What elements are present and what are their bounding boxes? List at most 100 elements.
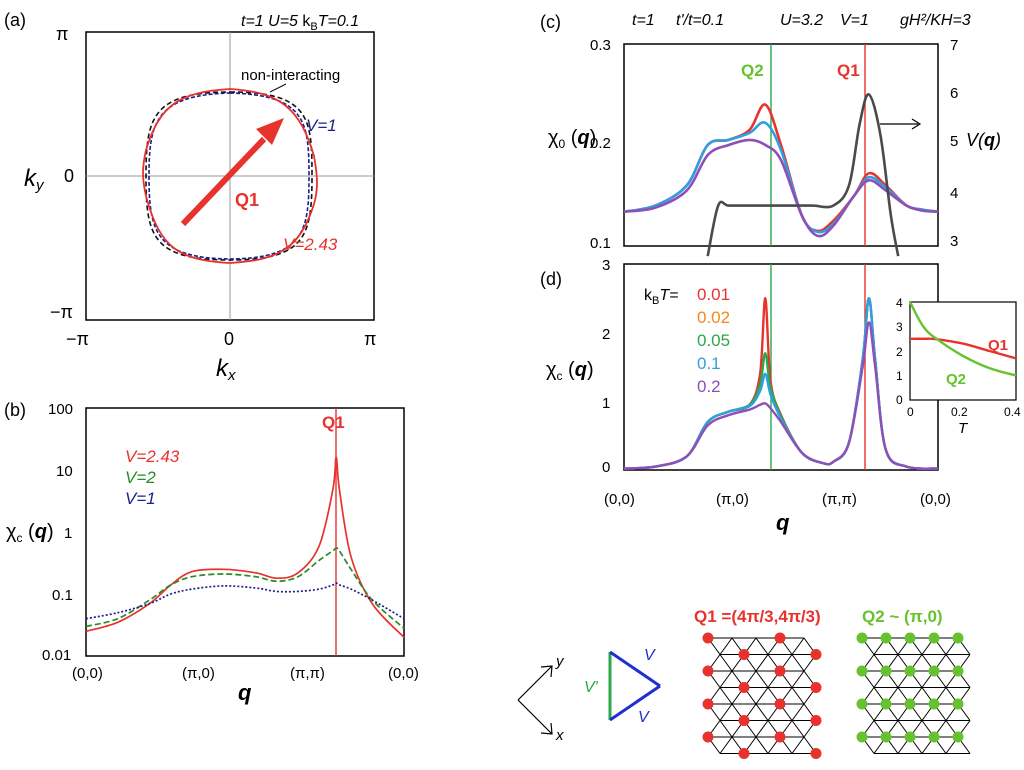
b-legend-2: V=1	[125, 489, 156, 508]
d-xtick-1: (π,0)	[716, 491, 749, 508]
a-xtick-left: −π	[66, 329, 89, 349]
q2-site	[856, 698, 868, 710]
d-legend-3: 0.1	[697, 354, 721, 373]
q2-site	[952, 731, 964, 743]
q1-site	[774, 698, 786, 710]
b-xtick-0: (0,0)	[72, 665, 103, 682]
q1-site	[702, 731, 714, 743]
c-q2-label: Q2	[741, 61, 764, 80]
q2-site	[952, 665, 964, 677]
c-ylabel-left: χ0 (q)	[548, 127, 596, 151]
c-q1-label: Q1	[837, 61, 860, 80]
panel-e: y x V V' V Q1 =(4π/3,4π/3) Q2 ~ (π,0)	[517, 607, 971, 759]
e-bond-v-bottom	[609, 684, 661, 722]
q1-site	[810, 715, 822, 726]
c-rtick-0: 7	[950, 37, 958, 54]
q1-site	[810, 649, 822, 660]
b-ytick-1: 1	[64, 525, 72, 542]
d-inset-xtick-2: 0.4	[1004, 405, 1021, 419]
d-curves	[623, 297, 939, 470]
panel-c-frame	[623, 43, 939, 247]
panel-a-label: (a)	[4, 10, 26, 30]
q2-site	[856, 632, 868, 644]
b-legend-0: V=2.43	[125, 447, 180, 466]
d-legend-4: 0.2	[697, 377, 721, 396]
d-xlabel: q	[776, 510, 790, 535]
c-param-4: gH²/KH=3	[900, 12, 971, 29]
c-rtick-2: 5	[950, 133, 958, 150]
a-curve-v243	[142, 88, 318, 264]
c-rtick-3: 4	[950, 185, 958, 202]
d-inset-ytick-1: 1	[896, 369, 903, 383]
b-series-0	[85, 456, 405, 638]
q1-site	[738, 715, 750, 726]
d-ytick-0: 0	[602, 459, 610, 476]
b-xtick-1: (π,0)	[182, 665, 215, 682]
c-rtick-4: 3	[950, 233, 958, 250]
q1-site	[774, 632, 786, 644]
q1-site	[738, 649, 750, 660]
q2-site	[880, 698, 892, 710]
d-legend-0: 0.01	[697, 285, 730, 304]
b-ytick-100: 100	[48, 401, 73, 418]
a-q1-vector	[180, 136, 267, 227]
e-bond-v-top	[609, 650, 661, 688]
q1-site	[702, 632, 714, 644]
panel-d-label: (d)	[540, 269, 562, 289]
c-rtick-1: 6	[950, 85, 958, 102]
d-series-2	[623, 297, 939, 470]
q2-site	[904, 698, 916, 710]
a-q1-label: Q1	[235, 190, 259, 210]
panel-b: (b) 100 10 1 0.1 0.01 (0,0) (π,0) (π,π) …	[4, 400, 419, 705]
c-ylabel-right: V(q)	[966, 130, 1001, 150]
c-curves	[623, 93, 939, 257]
c-param-0: t=1	[632, 12, 655, 29]
c-ytick-1: 0.2	[590, 135, 611, 152]
d-inset-xlabel: T	[958, 420, 969, 437]
b-xtick-2: (π,π)	[290, 665, 325, 682]
q1-site	[702, 665, 714, 677]
q2-site	[928, 632, 940, 644]
d-ytick-2: 2	[602, 326, 610, 343]
panel-c: (c) t=1 t'/t=0.1 U=3.2 V=1 gH²/KH=3 0.3 …	[540, 12, 1001, 257]
inset-series-0	[909, 337, 1017, 360]
e-label-v-bottom: V	[638, 709, 650, 726]
c-param-3: V=1	[840, 12, 869, 29]
q1-site	[810, 682, 822, 693]
c-vq-curve	[706, 93, 900, 257]
e-axis-y-label: y	[555, 653, 565, 670]
q2-site	[904, 665, 916, 677]
b-ytick-10: 10	[56, 463, 73, 480]
q2-site	[904, 731, 916, 743]
q2-site	[928, 698, 940, 710]
b-legend-1: V=2	[125, 468, 156, 487]
b-ylabel: χc (q)	[6, 521, 54, 545]
d-inset-ytick-0: 0	[896, 393, 903, 407]
d-inset-xtick-0: 0	[907, 405, 914, 419]
d-xtick-0: (0,0)	[604, 491, 635, 508]
q2-site	[904, 632, 916, 644]
q2-site	[928, 665, 940, 677]
d-ylabel: χc (q)	[546, 359, 594, 383]
a-curve-v1	[148, 92, 310, 260]
b-curves	[85, 456, 405, 638]
d-inset-q2-label: Q2	[946, 371, 966, 388]
panel-b-label: (b)	[4, 400, 26, 420]
d-inset-xtick-1: 0.2	[951, 405, 968, 419]
d-inset-ytick-4: 4	[896, 296, 903, 310]
a-ylabel: ky	[24, 165, 45, 194]
c-series-2	[623, 138, 939, 238]
b-xlabel: q	[238, 680, 252, 705]
d-ytick-3: 3	[602, 257, 610, 274]
q2-site	[952, 698, 964, 710]
e-axis-y	[517, 665, 553, 701]
panel-b-frame	[85, 407, 405, 657]
panel-d: (d) 3 2 1 0 χc (q) (0,0) (π,0) (π,π) (0,…	[540, 257, 1021, 535]
d-legend-2: 0.05	[697, 331, 730, 350]
q1-site	[810, 748, 822, 759]
a-ytick-bot: −π	[50, 302, 73, 322]
q2-site	[856, 731, 868, 743]
c-params: t=1 t'/t=0.1 U=3.2 V=1 gH²/KH=3	[632, 12, 971, 29]
d-inset-ytick-3: 3	[896, 320, 903, 334]
